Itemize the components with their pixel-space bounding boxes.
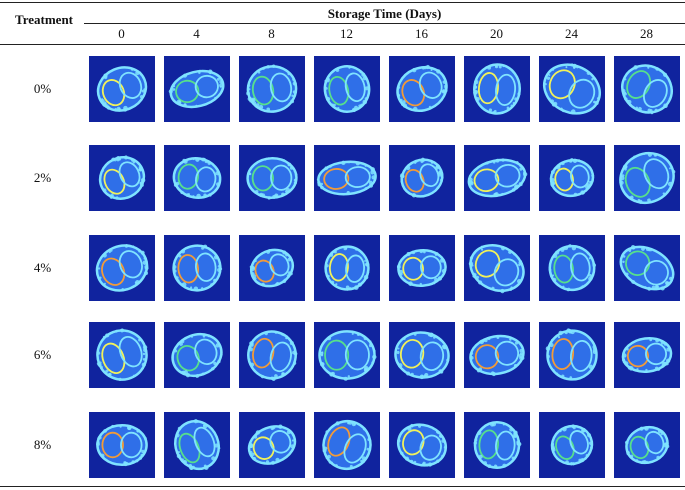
micrograph-image	[389, 412, 455, 478]
micrograph-image	[314, 412, 380, 478]
micrograph-image	[539, 322, 605, 388]
treatment-label-4: 8%	[20, 437, 65, 453]
micrograph-image	[164, 412, 230, 478]
day-header-4: 4	[159, 26, 234, 42]
micrograph-image	[239, 322, 305, 388]
storage-time-header: Storage Time (Days)	[84, 6, 685, 22]
top-rule	[0, 2, 685, 3]
group-header-rule	[84, 23, 685, 24]
micrograph-image	[389, 145, 455, 211]
day-header-12: 12	[309, 26, 384, 42]
micrograph-image	[464, 56, 530, 122]
micrograph-image	[464, 145, 530, 211]
micrograph-image	[539, 145, 605, 211]
micrograph-image	[89, 322, 155, 388]
day-header-24: 24	[534, 26, 609, 42]
micrograph-image	[314, 56, 380, 122]
treatment-label-3: 6%	[20, 347, 65, 363]
treatment-label-1: 2%	[20, 170, 65, 186]
micrograph-image	[389, 56, 455, 122]
micrograph-image	[164, 322, 230, 388]
micrograph-image	[539, 56, 605, 122]
treatment-label-2: 4%	[20, 260, 65, 276]
day-header-0: 0	[84, 26, 159, 42]
micrograph-image	[614, 412, 680, 478]
treatment-header: Treatment	[4, 12, 84, 28]
micrograph-image	[89, 145, 155, 211]
micrograph-image	[539, 412, 605, 478]
micrograph-image	[389, 235, 455, 301]
micrograph-image	[614, 56, 680, 122]
micrograph-image	[614, 235, 680, 301]
header-bottom-rule	[0, 44, 685, 45]
micrograph-image	[314, 322, 380, 388]
micrograph-image	[164, 235, 230, 301]
micrograph-image	[239, 145, 305, 211]
micrograph-image	[239, 56, 305, 122]
micrograph-image	[614, 322, 680, 388]
micrograph-image	[239, 235, 305, 301]
micrograph-image	[464, 412, 530, 478]
day-header-28: 28	[609, 26, 684, 42]
micrograph-image	[314, 145, 380, 211]
micrograph-image	[89, 235, 155, 301]
micrograph-image	[239, 412, 305, 478]
micrograph-image	[314, 235, 380, 301]
micrograph-image	[89, 412, 155, 478]
day-header-20: 20	[459, 26, 534, 42]
micrograph-image	[464, 235, 530, 301]
micrograph-image	[539, 235, 605, 301]
treatment-label-0: 0%	[20, 81, 65, 97]
micrograph-image	[164, 56, 230, 122]
micrograph-image	[389, 322, 455, 388]
micrograph-image	[614, 145, 680, 211]
day-header-16: 16	[384, 26, 459, 42]
micrograph-image	[89, 56, 155, 122]
day-header-8: 8	[234, 26, 309, 42]
micrograph-image	[464, 322, 530, 388]
micrograph-image	[164, 145, 230, 211]
bottom-rule	[0, 486, 685, 487]
